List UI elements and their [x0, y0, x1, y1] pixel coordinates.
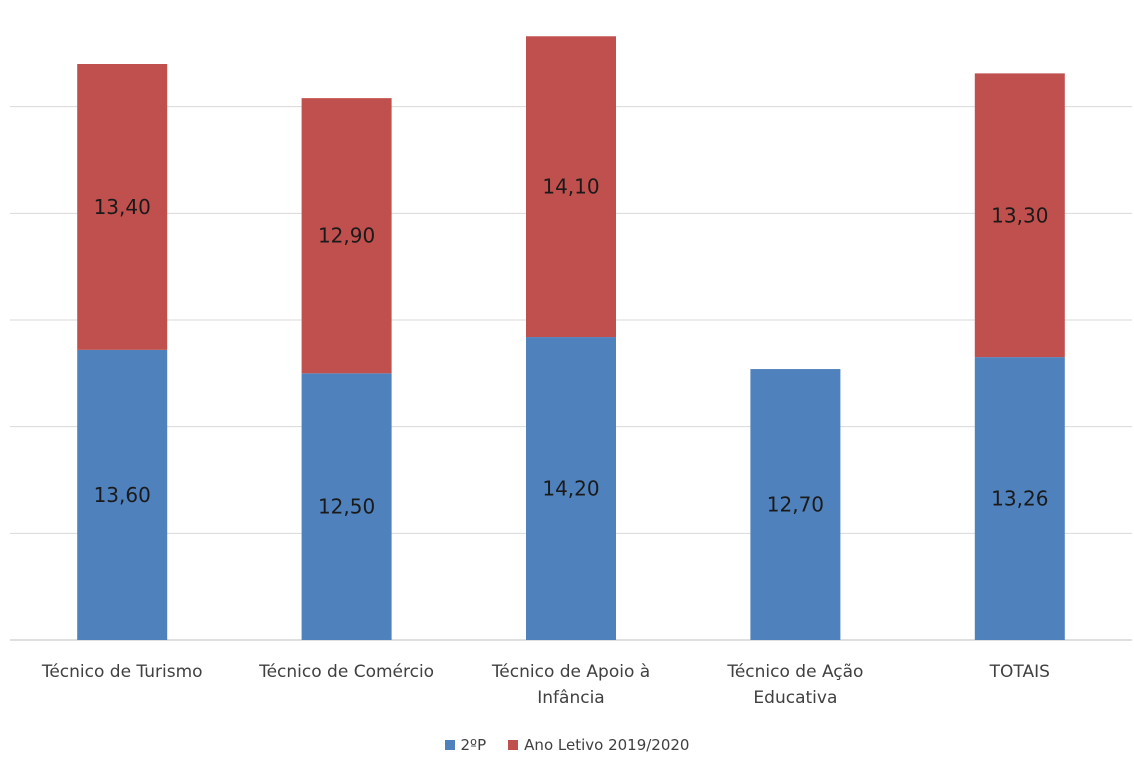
- x-tick-label-category-2: Técnico de Comércio: [258, 662, 434, 682]
- x-tick-label-category-4: Técnico de Ação: [726, 662, 863, 682]
- x-tick-label-category-1: Técnico de Turismo: [41, 662, 203, 682]
- data-label-series-2-category-5: 13,30: [991, 203, 1048, 227]
- data-label-series-1-category-4: 12,70: [767, 493, 824, 517]
- legend: 2ºP Ano Letivo 2019/2020: [0, 736, 1134, 754]
- data-label-series-1-category-2: 12,50: [318, 495, 375, 519]
- bar-series-2-category-2: [301, 98, 392, 374]
- data-label-series-2-category-2: 12,90: [318, 224, 375, 248]
- bar-series-2-category-1: [77, 64, 168, 350]
- data-label-series-1-category-1: 13,60: [94, 483, 151, 507]
- x-tick-label-category-4: Educativa: [753, 688, 837, 708]
- bar-series-2-category-5: [974, 73, 1065, 358]
- legend-item-series-1: 2ºP: [444, 736, 487, 754]
- bar-series-1-category-4: [750, 369, 841, 640]
- bar-series-2-category-3: [526, 36, 616, 338]
- x-tick-label-category-3: Técnico de Apoio à: [491, 662, 650, 682]
- x-tick-label-category-3: Infância: [537, 688, 604, 708]
- bar-series-1-category-5: [974, 357, 1065, 640]
- legend-label-series-1: 2ºP: [460, 736, 487, 754]
- data-label-series-2-category-3: 14,10: [542, 175, 599, 199]
- data-label-series-2-category-1: 13,40: [94, 195, 151, 219]
- bar-series-1-category-2: [301, 373, 392, 640]
- bar-series-1-category-1: [77, 349, 168, 640]
- data-labels: 13,60 13,40 12,50 12,90 14,20 14,10 12,70 13,26…: [94, 175, 1049, 519]
- stacked-bar-chart: 13,60 13,40 12,50 12,90 14,20 14,10 12,70 13,26…: [10, 36, 1132, 708]
- legend-item-series-2: Ano Letivo 2019/2020: [508, 736, 689, 754]
- x-tick-label-category-5: TOTAIS: [989, 662, 1050, 682]
- data-label-series-1-category-5: 13,26: [991, 487, 1048, 511]
- x-axis-tick-labels: Técnico de Turismo Técnico de Comércio Téc…: [41, 662, 1050, 708]
- legend-swatch-series-1: [444, 740, 455, 750]
- bar-series-1-category-3: [526, 337, 616, 640]
- data-label-series-1-category-3: 14,20: [542, 477, 599, 501]
- bars: [77, 36, 1065, 640]
- legend-label-series-2: Ano Letivo 2019/2020: [524, 736, 690, 754]
- legend-swatch-series-2: [508, 740, 519, 750]
